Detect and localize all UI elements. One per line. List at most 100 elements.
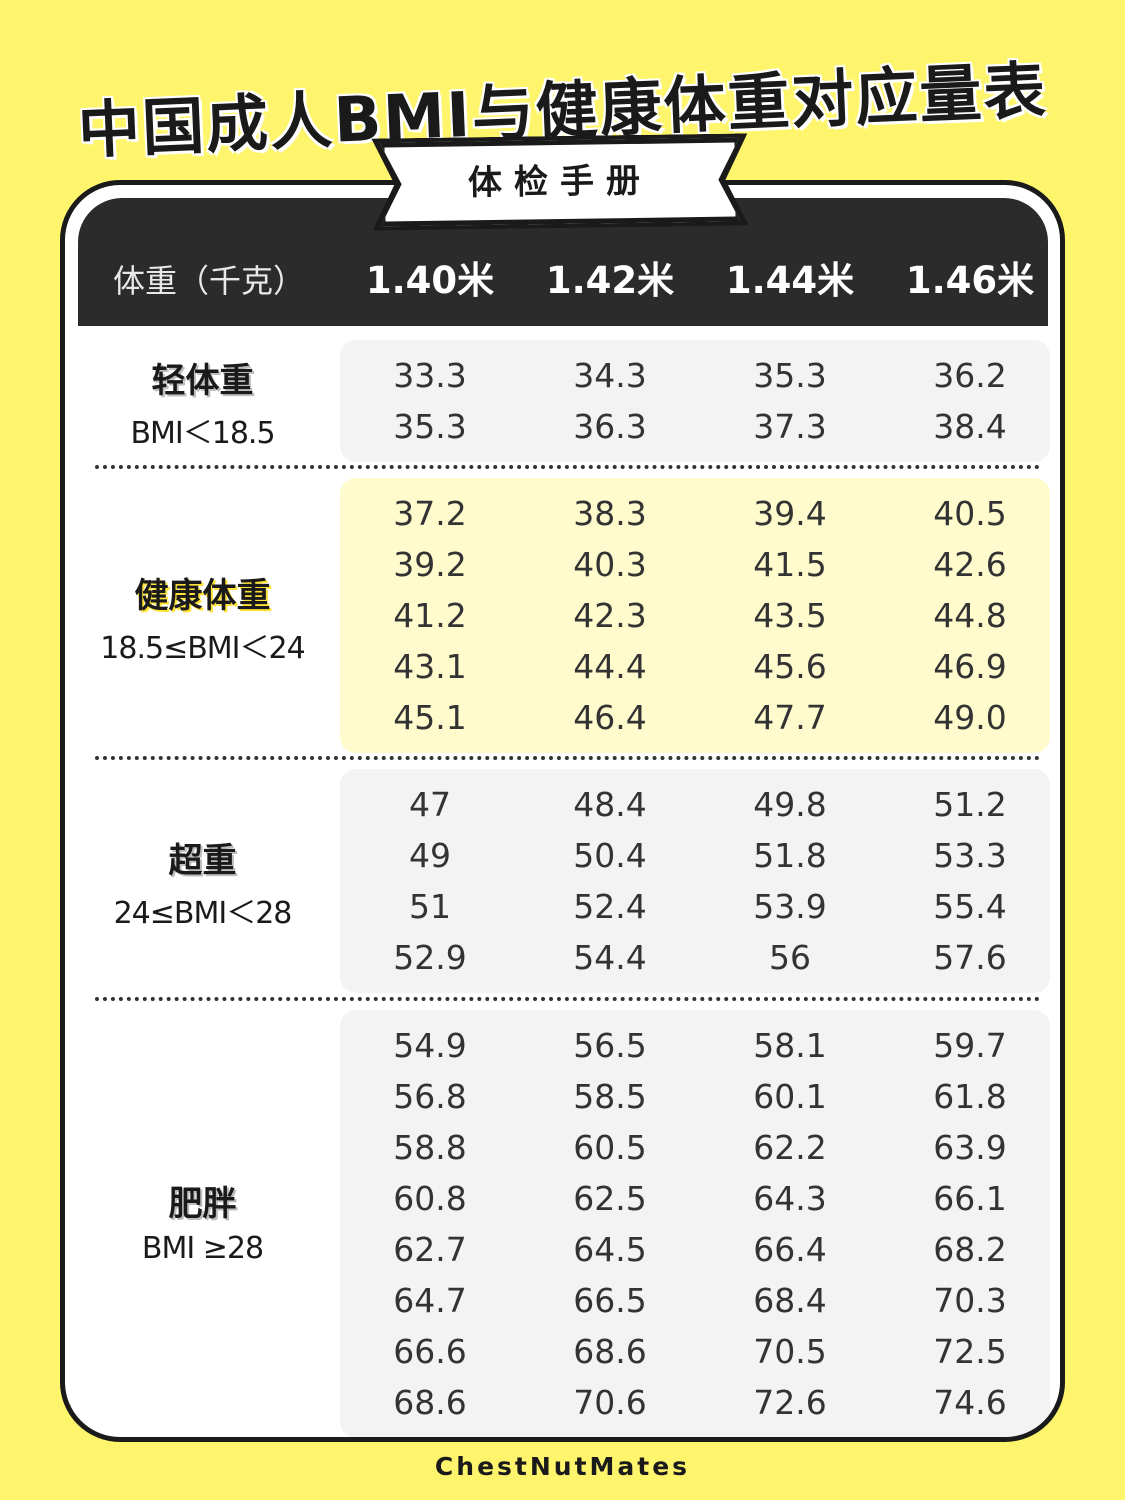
section-divider <box>95 756 1040 760</box>
weight-value: 58.1 <box>753 1026 827 1065</box>
weight-value: 51.2 <box>933 785 1007 824</box>
weight-value: 40.5 <box>933 494 1007 533</box>
header-height-col: 1.42米 <box>545 259 675 302</box>
weight-value: 56.8 <box>393 1077 467 1116</box>
section-panel <box>340 340 1050 462</box>
weight-value: 52.4 <box>573 887 647 926</box>
banner-ribbon: 体检手册 <box>379 137 740 226</box>
bmi-range: 18.5≤BMI＜24 <box>100 630 305 666</box>
weight-value: 42.6 <box>933 545 1007 584</box>
weight-value: 49 <box>409 836 451 875</box>
weight-value: 50.4 <box>573 836 647 875</box>
header-weight-label: 体重（千克） <box>112 262 305 300</box>
weight-value: 59.7 <box>933 1026 1007 1065</box>
weight-value: 74.6 <box>933 1383 1007 1422</box>
weight-value: 39.2 <box>393 545 467 584</box>
weight-value: 33.3 <box>393 356 467 395</box>
weight-value: 44.8 <box>933 596 1007 635</box>
weight-value: 72.6 <box>753 1383 827 1422</box>
weight-value: 41.2 <box>393 596 467 635</box>
weight-value: 43.5 <box>753 596 827 635</box>
weight-value: 46.4 <box>573 698 647 737</box>
weight-value: 70.6 <box>573 1383 647 1422</box>
category-label: 轻体重 BMI＜18.5 <box>65 353 340 452</box>
weight-value: 34.3 <box>573 356 647 395</box>
weight-value: 55.4 <box>933 887 1007 926</box>
weight-value: 47.7 <box>753 698 827 737</box>
section-divider <box>95 997 1040 1001</box>
category-name: 轻体重 <box>151 361 254 401</box>
weight-value: 60.5 <box>573 1128 647 1167</box>
weight-value: 66.4 <box>753 1230 827 1269</box>
weight-value: 68.6 <box>393 1383 467 1422</box>
category-name: 肥胖 <box>168 1184 237 1224</box>
weight-value: 51.8 <box>753 836 827 875</box>
weight-value: 64.5 <box>573 1230 647 1269</box>
category-label: 健康体重 18.5≤BMI＜24 <box>65 568 340 667</box>
weight-value: 44.4 <box>573 647 647 686</box>
weight-value: 53.3 <box>933 836 1007 875</box>
weight-value: 62.7 <box>393 1230 467 1269</box>
header-height-col: 1.44米 <box>725 259 855 302</box>
weight-value: 45.1 <box>393 698 467 737</box>
category-name: 健康体重 <box>134 575 271 616</box>
header-height-col: 1.40米 <box>365 259 495 302</box>
weight-value: 68.6 <box>573 1332 647 1371</box>
weight-value: 35.3 <box>753 356 827 395</box>
weight-value: 43.1 <box>393 647 467 686</box>
weight-value: 36.2 <box>933 356 1007 395</box>
weight-value: 54.9 <box>393 1026 467 1065</box>
weight-value: 47 <box>409 785 451 824</box>
weight-value: 72.5 <box>933 1332 1007 1371</box>
weight-value: 52.9 <box>393 938 467 977</box>
weight-value: 49.8 <box>753 785 827 824</box>
category-label: 超重 24≤BMI＜28 <box>65 833 340 932</box>
weight-value: 37.2 <box>393 494 467 533</box>
weight-value: 70.3 <box>933 1281 1007 1320</box>
weight-value: 35.3 <box>393 407 467 446</box>
weight-value: 63.9 <box>933 1128 1007 1167</box>
weight-value: 45.6 <box>753 647 827 686</box>
weight-value: 64.7 <box>393 1281 467 1320</box>
weight-value: 57.6 <box>933 938 1007 977</box>
weight-value: 37.3 <box>753 407 827 446</box>
weight-value: 41.5 <box>753 545 827 584</box>
weight-value: 60.1 <box>753 1077 827 1116</box>
weight-value: 64.3 <box>753 1179 827 1218</box>
weight-value: 56 <box>769 938 811 977</box>
weight-value: 70.5 <box>753 1332 827 1371</box>
weight-value: 42.3 <box>573 596 647 635</box>
weight-value: 66.5 <box>573 1281 647 1320</box>
weight-value: 58.8 <box>393 1128 467 1167</box>
weight-value: 39.4 <box>753 494 827 533</box>
weight-value: 36.3 <box>573 407 647 446</box>
weight-value: 38.3 <box>573 494 647 533</box>
weight-value: 53.9 <box>753 887 827 926</box>
weight-value: 48.4 <box>573 785 647 824</box>
weight-value: 60.8 <box>393 1179 467 1218</box>
section-panel <box>340 769 1050 993</box>
weight-value: 38.4 <box>933 407 1007 446</box>
section-divider <box>95 465 1040 469</box>
weight-value: 66.6 <box>393 1332 467 1371</box>
weight-value: 58.5 <box>573 1077 647 1116</box>
weight-value: 46.9 <box>933 647 1007 686</box>
weight-value: 40.3 <box>573 545 647 584</box>
section-panel <box>340 1010 1050 1437</box>
header-height-col: 1.46米 <box>905 259 1035 302</box>
weight-value: 62.5 <box>573 1179 647 1218</box>
bmi-table-card: 体重（千克） 1.40米 1.42米 1.44米 1.46米 33.3 34.3 3… <box>60 180 1065 1442</box>
footer-brand: ChestNutMates <box>434 1452 691 1481</box>
weight-value: 68.4 <box>753 1281 827 1320</box>
section-panel <box>340 478 1050 753</box>
weight-value: 49.0 <box>933 698 1007 737</box>
weight-value: 66.1 <box>933 1179 1007 1218</box>
bmi-range: BMI＜18.5 <box>130 416 275 451</box>
category-label: 肥胖 BMI ≥28 <box>65 1176 340 1266</box>
weight-value: 62.2 <box>753 1128 827 1167</box>
category-name: 超重 <box>168 841 237 881</box>
weight-value: 54.4 <box>573 938 647 977</box>
weight-value: 61.8 <box>933 1077 1007 1116</box>
weight-value: 51 <box>409 887 451 926</box>
bmi-range: 24≤BMI＜28 <box>113 896 293 931</box>
